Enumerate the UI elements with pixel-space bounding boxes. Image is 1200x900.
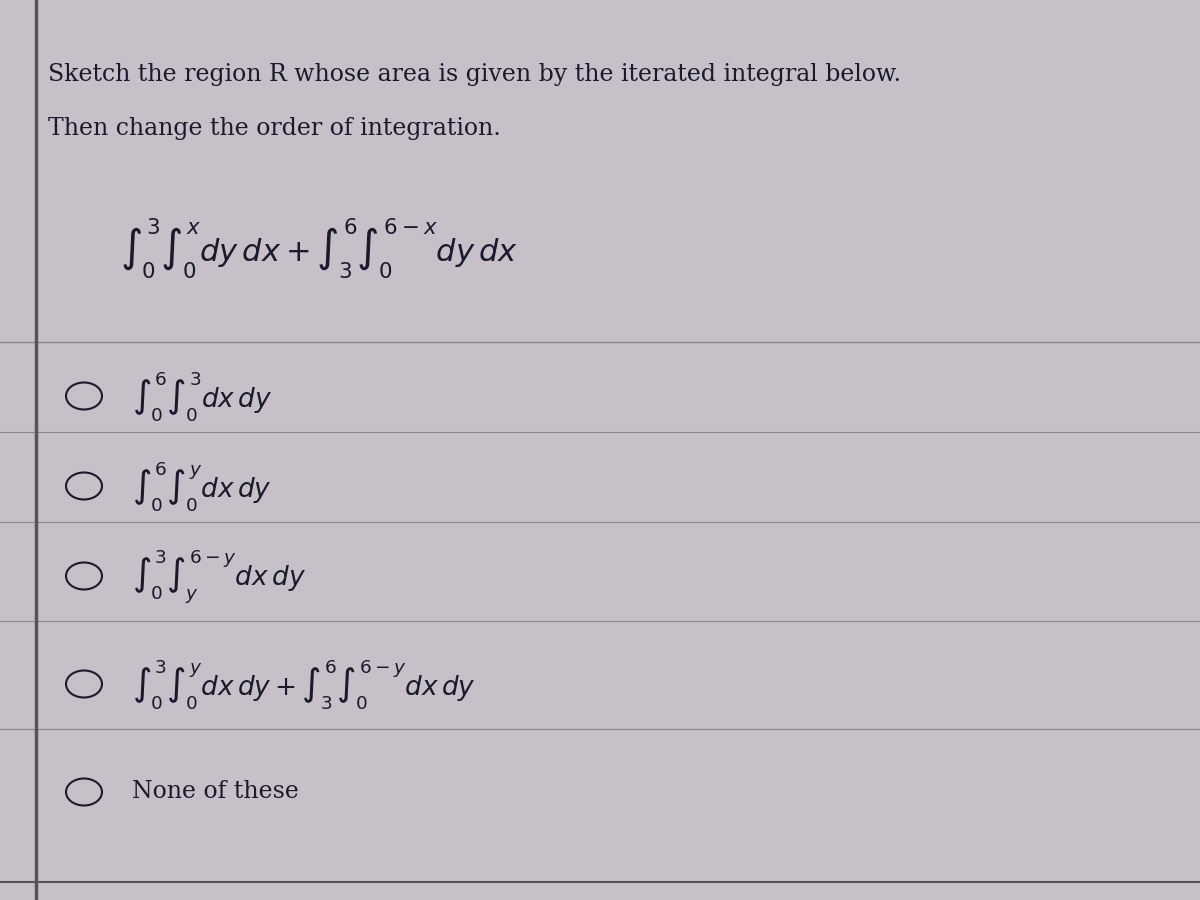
Text: Sketch the region R whose area is given by the iterated integral below.: Sketch the region R whose area is given … <box>48 63 901 86</box>
Text: Then change the order of integration.: Then change the order of integration. <box>48 117 500 140</box>
Text: $\int_0^3 \int_0^x dy\,dx + \int_3^6 \int_0^{6-x} dy\,dx$: $\int_0^3 \int_0^x dy\,dx + \int_3^6 \in… <box>120 216 518 281</box>
Text: None of these: None of these <box>132 780 299 804</box>
Text: $\int_0^6 \int_0^y dx\,dy$: $\int_0^6 \int_0^y dx\,dy$ <box>132 459 271 513</box>
Text: $\int_0^3 \int_y^{6-y} dx\,dy$: $\int_0^3 \int_y^{6-y} dx\,dy$ <box>132 547 306 605</box>
Text: $\int_0^6 \int_0^3 dx\,dy$: $\int_0^6 \int_0^3 dx\,dy$ <box>132 369 272 423</box>
Text: $\int_0^3 \int_0^y dx\,dy + \int_3^6 \int_0^{6-y} dx\,dy$: $\int_0^3 \int_0^y dx\,dy + \int_3^6 \in… <box>132 657 475 711</box>
